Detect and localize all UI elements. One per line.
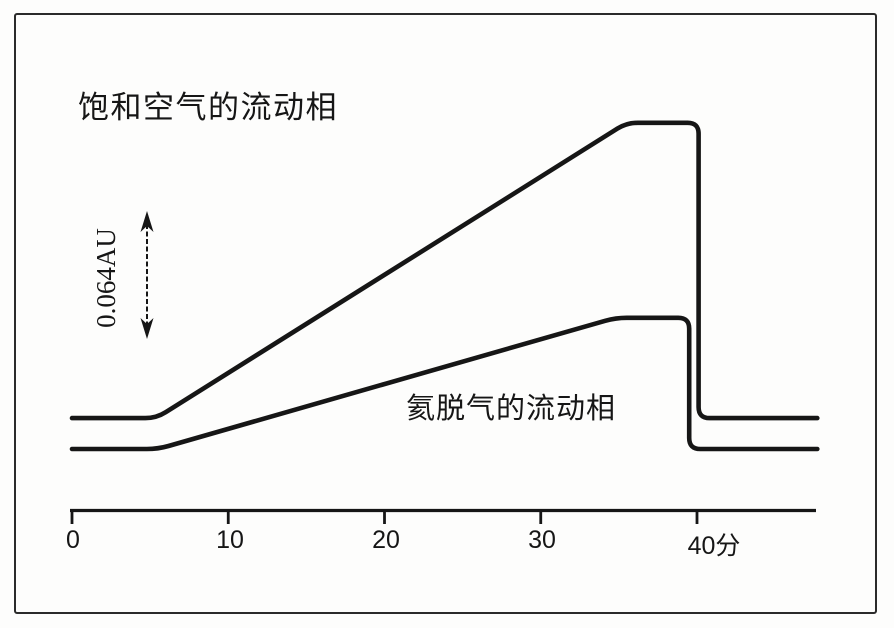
x-tick-label-30: 30	[528, 526, 556, 554]
scale-arrow-up-head	[140, 211, 154, 232]
trace-air-saturated	[69, 120, 820, 421]
x-tick-label-40min: 40分	[687, 532, 741, 560]
x-tick-label-0: 0	[66, 526, 80, 554]
x-tick-label-20: 20	[372, 526, 400, 554]
trace-helium-degassed	[69, 315, 820, 452]
label-helium-degassed-mobile-phase: 氦脱气的流动相	[406, 393, 617, 425]
x-tick-label-10: 10	[216, 526, 244, 554]
y-scale-bar-label: 0.064AU	[91, 228, 121, 328]
scale-arrow-down-head	[140, 318, 154, 339]
label-air-saturated-mobile-phase: 饱和空气的流动相	[78, 90, 338, 125]
